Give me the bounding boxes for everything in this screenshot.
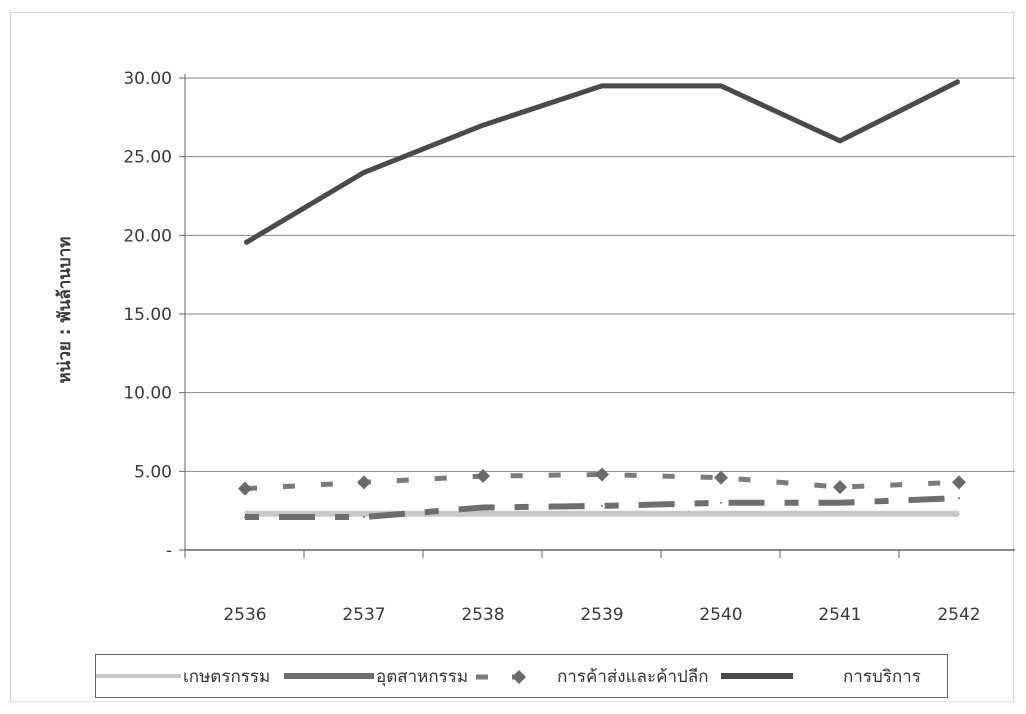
y-tick-label: 15.00	[123, 305, 172, 325]
x-tick-label: 2539	[580, 605, 623, 625]
data-point	[363, 515, 365, 518]
legend-label: อุตสาหกรรม	[376, 666, 469, 687]
chart-legend: เกษตรกรรม อุตสาหกรรม การค้าส่งและค้าปลีก กา…	[95, 654, 948, 698]
series-line	[243, 78, 961, 246]
legend-item: การค้าส่งและค้าปลีก	[474, 655, 709, 697]
legend-item: อุตสาหกรรม	[284, 655, 468, 697]
y-tick-label: 20.00	[123, 226, 172, 246]
chart-frame	[10, 12, 1014, 702]
data-point	[601, 504, 603, 507]
data-point	[720, 84, 722, 87]
data-point	[595, 467, 609, 482]
y-tick-labels: - 5.00 10.00 15.00 20.00 25.00 30.00	[123, 69, 172, 561]
legend-swatch	[96, 674, 181, 678]
x-tick-label: 2538	[461, 605, 504, 625]
x-tick-label: 2537	[342, 605, 385, 625]
data-point	[244, 242, 246, 245]
data-point	[244, 515, 246, 518]
data-point	[482, 512, 484, 515]
legend-swatch	[284, 673, 374, 679]
data-point	[720, 501, 722, 504]
x-tick-label: 2541	[818, 605, 861, 625]
data-point	[482, 506, 484, 509]
y-tick-label: 5.00	[134, 462, 172, 482]
data-point	[238, 481, 252, 496]
legend-label: การค้าส่งและค้าปลีก	[557, 666, 709, 687]
data-point	[958, 512, 960, 515]
y-tick-label: 25.00	[123, 148, 172, 168]
axes	[179, 74, 1015, 558]
legend-label: การบริการ	[843, 666, 921, 687]
x-tick-label: 2536	[223, 605, 266, 625]
data-point	[482, 124, 484, 127]
series-3	[238, 467, 966, 496]
x-tick-label: 2540	[699, 605, 742, 625]
y-axis-label: หน่วย : พันล้านบาท	[55, 237, 75, 384]
data-point	[958, 497, 960, 500]
data-point	[714, 470, 728, 485]
legend-label: เกษตรกรรม	[183, 666, 271, 687]
y-tick-label: -	[166, 541, 172, 561]
x-tick-label: 2542	[937, 605, 980, 625]
data-point	[839, 501, 841, 504]
legend-swatch	[721, 673, 793, 679]
data-point	[839, 512, 841, 515]
data-point	[363, 512, 365, 515]
series-4	[243, 78, 961, 246]
data-point	[601, 512, 603, 515]
data-point	[357, 475, 371, 490]
y-tick-label: 30.00	[123, 69, 172, 89]
data-point	[952, 475, 966, 490]
data-point	[833, 480, 847, 495]
series-2	[244, 495, 960, 520]
data-point	[476, 469, 490, 484]
series-1	[244, 510, 960, 517]
series-lines	[238, 78, 966, 520]
y-tick-label: 10.00	[123, 384, 172, 404]
data-point	[958, 80, 960, 83]
data-point	[720, 512, 722, 515]
gridlines	[185, 77, 1015, 472]
legend-item: การบริการ	[721, 655, 921, 697]
x-tick-labels: 2536 2537 2538 2539 2540 2541 2542	[223, 605, 980, 625]
data-point	[839, 139, 841, 142]
legend-swatch	[474, 669, 539, 684]
legend-item: เกษตรกรรม	[96, 655, 270, 697]
data-point	[601, 84, 603, 87]
data-point	[363, 171, 365, 174]
